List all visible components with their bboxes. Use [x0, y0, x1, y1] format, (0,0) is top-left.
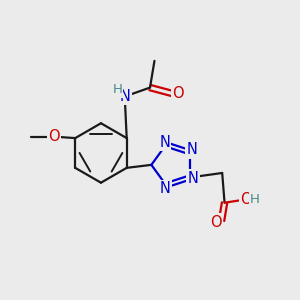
Text: N: N	[120, 89, 131, 104]
Text: N: N	[186, 142, 197, 158]
Text: O: O	[210, 214, 222, 230]
Text: O: O	[172, 86, 184, 101]
Text: N: N	[160, 181, 170, 196]
Text: O: O	[48, 129, 60, 144]
Text: N: N	[188, 170, 199, 185]
Text: O: O	[240, 192, 252, 207]
Text: N: N	[159, 135, 170, 150]
Text: H: H	[112, 83, 122, 97]
Text: H: H	[250, 193, 260, 206]
